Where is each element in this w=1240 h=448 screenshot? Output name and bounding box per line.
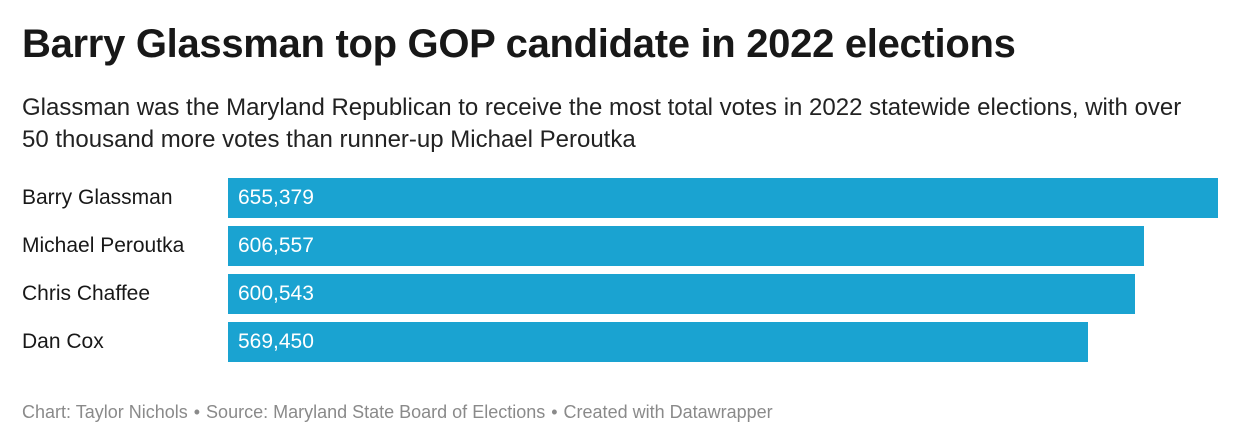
footer-separator: • <box>193 402 201 422</box>
bar-value-label: 600,543 <box>238 282 314 305</box>
bar-value-label: 655,379 <box>238 186 314 209</box>
bar-category-label: Chris Chaffee <box>22 282 151 305</box>
bar-category-label: Michael Peroutka <box>22 234 185 257</box>
bar-chart: Barry Glassman 655,379 Michael Peroutka 606… <box>0 174 1240 364</box>
datawrapper-link[interactable]: Created with Datawrapper <box>563 402 773 422</box>
chart-subtitle: Glassman was the Maryland Republican to … <box>22 94 1182 153</box>
bar-row: Michael Peroutka 606,557 <box>0 226 1240 266</box>
chart-credit: Chart: Taylor Nichols <box>22 402 188 422</box>
footer-separator: • <box>551 402 558 422</box>
bar-row: Barry Glassman 655,379 <box>0 178 1240 218</box>
bar-row: Dan Cox 569,450 <box>0 322 1240 362</box>
bar-row: Chris Chaffee 600,543 <box>0 274 1240 314</box>
bar-category-label: Dan Cox <box>22 330 104 353</box>
chart-title: Barry Glassman top GOP candidate in 2022… <box>22 22 1016 66</box>
bar[interactable]: 569,450 <box>228 322 1088 362</box>
bar-category-label: Barry Glassman <box>22 186 173 209</box>
bar-value-label: 606,557 <box>238 234 314 257</box>
chart-footer: Chart: Taylor Nichols • Source: Maryland S… <box>22 402 773 423</box>
bar[interactable]: 655,379 <box>228 178 1218 218</box>
source-link[interactable]: Source: Maryland State Board of Election… <box>206 402 546 422</box>
bar[interactable]: 606,557 <box>228 226 1144 266</box>
bar-value-label: 569,450 <box>238 330 314 353</box>
bar[interactable]: 600,543 <box>228 274 1135 314</box>
